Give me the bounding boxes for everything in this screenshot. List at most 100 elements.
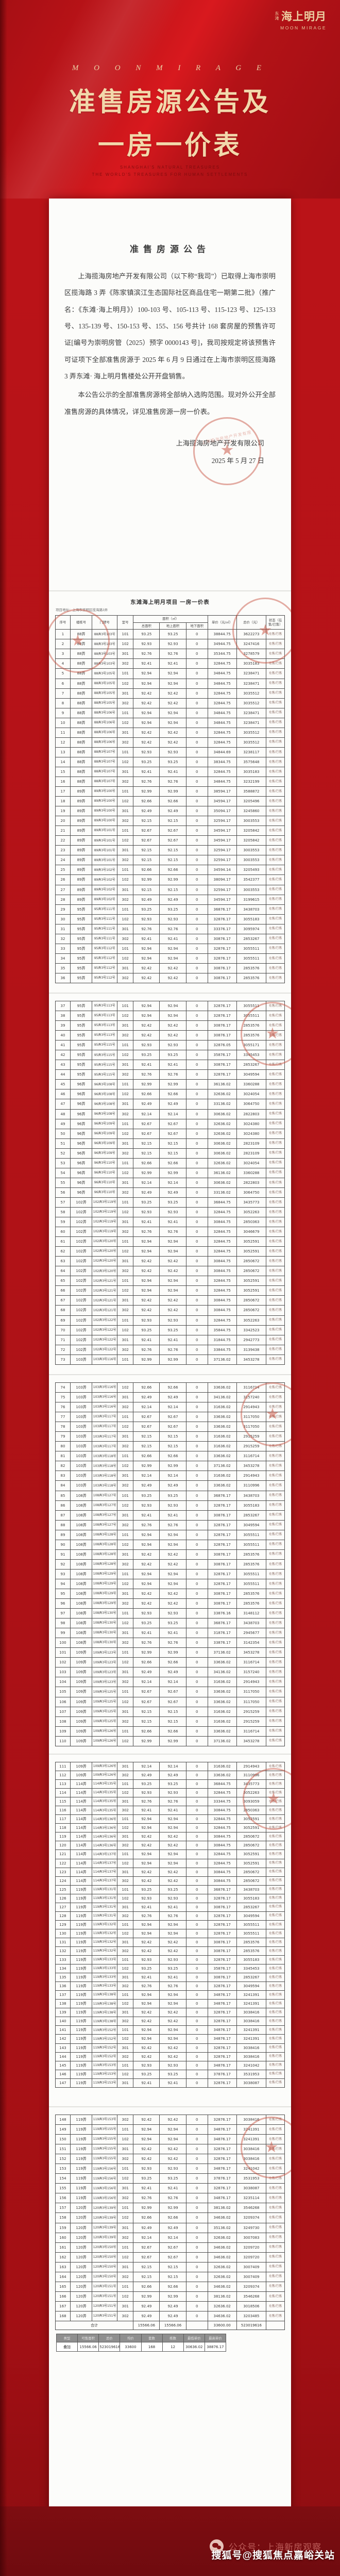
cell: 114弄 — [70, 1806, 93, 1815]
cell: 302 — [117, 737, 134, 748]
status-cell: 在售/已售 — [266, 1325, 285, 1335]
cell: 92.41 — [159, 1060, 186, 1070]
cell: 92.76 — [159, 1638, 186, 1648]
cell: 92.94 — [133, 1236, 160, 1247]
document-sheet: 准售房源公告 上海揽海房地产开发有限公司（以下称“我司”）已取得上海市崇明区揽海… — [49, 199, 291, 2528]
cell: 119弄3号153号 — [92, 2114, 118, 2125]
cell: 92.94 — [133, 2034, 160, 2044]
table-row: 127 119弄 119弄3号131号 301 92.41 92.41 0 30876.17 2… — [55, 1902, 285, 1912]
column-subheader: 地下面积 — [185, 622, 208, 630]
cell: 92.76 — [159, 1797, 186, 1807]
cell: 36136.02 — [207, 1167, 237, 1178]
table-row: 116 114弄 114弄3号135号 302 92.41 92.41 0 30844.75 2… — [55, 1806, 285, 1815]
cell: 114弄3号136号 — [92, 1823, 118, 1833]
status-cell: 在售/已售 — [266, 1158, 285, 1168]
status-cell: 在售/已售 — [266, 1305, 285, 1316]
cell: 92.99 — [159, 2291, 186, 2302]
cell: 119弄 — [70, 2069, 93, 2079]
cell: 92.94 — [159, 1990, 186, 2000]
cell: 92.67 — [133, 1687, 160, 1697]
cell: 109弄 — [70, 1667, 93, 1678]
cell: 3453278 — [236, 1647, 267, 1658]
cell: 92.41 — [133, 1973, 160, 1983]
cell: 31636.02 — [207, 1471, 237, 1481]
cell: 88弄3号107号 — [92, 756, 118, 767]
cell: 0 — [185, 865, 208, 876]
cell: 92.94 — [159, 668, 186, 679]
cell: 114弄 — [70, 1779, 93, 1789]
cell: 31636.02 — [207, 1716, 237, 1727]
cell: 136 — [55, 1981, 71, 1991]
status-cell: 在售/已售 — [266, 845, 285, 856]
cell: 3052591 — [236, 1236, 267, 1247]
cell: 37136.02 — [207, 1461, 237, 1472]
cell: 109弄 — [70, 1761, 93, 1772]
cell: 92.42 — [133, 2043, 160, 2053]
cell: 114弄3号135号 — [92, 1779, 118, 1789]
cell: 92.42 — [133, 963, 160, 973]
cell: 3052591 — [236, 1858, 267, 1868]
cell: 301 — [117, 1334, 134, 1345]
cell: 67 — [55, 1295, 71, 1306]
status-cell: 在售/已售 — [266, 678, 285, 689]
status-cell: 在售/已售 — [266, 698, 285, 708]
status-cell: 在售/已售 — [266, 688, 285, 699]
cell: 32876.05 — [207, 1040, 237, 1051]
cell: 119弄3号133号 — [92, 1964, 118, 1974]
cell: 92.99 — [133, 1079, 160, 1090]
cell: 119弄3号132号 — [92, 1946, 118, 1956]
cell: 120弄3号150号 — [92, 2271, 118, 2282]
cell: 103弄3号118号 — [92, 1451, 118, 1462]
status-cell: 在售/已售 — [266, 786, 285, 797]
cell: 36876.17 — [207, 1885, 237, 1894]
cell: 101 — [117, 747, 134, 757]
cell: 95弄 — [70, 1040, 93, 1051]
table-row: 128 119弄 119弄3号131号 302 92.76 92.76 0 32876.17 3… — [55, 1911, 285, 1921]
cell: 95弄 — [70, 1060, 93, 1070]
table-row: 141 119弄 119弄3号152号 101 92.94 92.94 0 34876.17 3… — [55, 2025, 285, 2035]
cell: 92.15 — [159, 1716, 186, 1727]
cell: 3241391 — [236, 2034, 267, 2044]
cell: 32876.17 — [207, 1539, 237, 1550]
cell: 92.76 — [159, 1911, 186, 1921]
cell: 31876.17 — [207, 1628, 237, 1639]
cell: 32844.75 — [207, 1315, 237, 1326]
cell: 0 — [185, 845, 208, 856]
cell: 88弄 — [70, 727, 93, 738]
cell: 93.25 — [159, 756, 186, 767]
cell: 114弄3号136号 — [92, 1814, 118, 1824]
cell: 103弄 — [70, 1480, 93, 1491]
table-row: 61 102弄 102弄3号120号 101 92.94 92.94 0 32844.75 30… — [55, 1236, 285, 1247]
status-cell: 在售/已售 — [266, 1227, 285, 1237]
cell: 95弄3号111号 — [92, 923, 118, 934]
cell: 119弄 — [70, 2078, 93, 2088]
cell: 119弄 — [70, 2134, 93, 2145]
cell: 56 — [55, 1187, 71, 1198]
cell: 132 — [55, 1946, 71, 1956]
cell: 89弄 — [70, 825, 93, 836]
table-row: 91 108弄 108弄3号128号 301 92.42 92.42 0 30876.17 28… — [55, 1549, 285, 1560]
cell: 102 — [117, 1928, 134, 1938]
cell: 2914943 — [236, 1677, 267, 1688]
status-cell: 在售/已售 — [266, 874, 285, 885]
cell: 92.42 — [133, 1946, 160, 1956]
cell: 88弄3号103号 — [92, 639, 118, 650]
table-row: 100 108弄 108弄3号130号 302 92.76 92.76 0 33876.17 3… — [55, 1638, 285, 1648]
cell: 92.94 — [159, 2124, 186, 2135]
cell: 40 — [55, 1030, 71, 1041]
cell: 92.94 — [159, 717, 186, 728]
cell: 27 — [55, 884, 71, 895]
cell: 167 — [55, 2301, 71, 2311]
status-cell: 在售/已售 — [266, 2242, 285, 2253]
cell: 302 — [117, 1266, 134, 1277]
cell: 32594.17 — [207, 855, 237, 866]
cell: 92.94 — [159, 1850, 186, 1859]
cell: 3052591 — [236, 1246, 267, 1257]
cell: 30876.17 — [207, 1973, 237, 1983]
cell: 92.93 — [159, 639, 186, 650]
cell: 92.94 — [133, 668, 160, 679]
cell: 92.42 — [159, 1841, 186, 1851]
cell: 119弄3号131号 — [92, 1893, 118, 1903]
cell: 34876.17 — [207, 2134, 237, 2145]
table-row: 135 119弄 119弄3号133号 301 92.41 92.41 0 30876.17 2… — [55, 1973, 285, 1983]
